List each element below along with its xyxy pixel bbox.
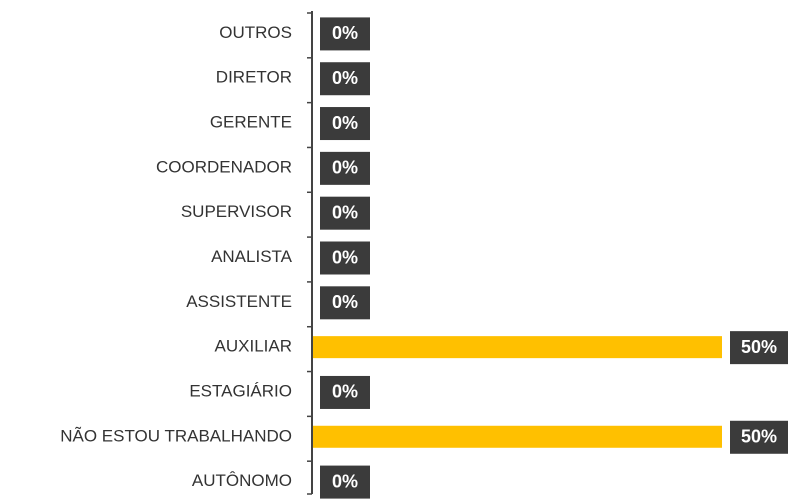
value-label: 50% xyxy=(741,337,777,357)
category-label: NÃO ESTOU TRABALHANDO xyxy=(60,426,292,445)
value-label: 0% xyxy=(332,247,358,267)
value-label-box xyxy=(320,17,370,51)
value-label-box xyxy=(320,286,370,320)
value-label: 0% xyxy=(332,202,358,222)
category-label: ASSISTENTE xyxy=(186,292,292,311)
category-label: COORDENADOR xyxy=(156,157,292,176)
category-label: AUXILIAR xyxy=(215,337,292,356)
bar xyxy=(313,425,722,448)
category-label: GERENTE xyxy=(210,113,292,132)
category-label: ANALISTA xyxy=(211,247,293,266)
value-label: 0% xyxy=(332,292,358,312)
value-label: 0% xyxy=(332,68,358,88)
value-label-box xyxy=(320,196,370,230)
category-label: DIRETOR xyxy=(216,68,292,87)
category-label: OUTROS xyxy=(219,23,292,42)
value-label: 50% xyxy=(741,427,777,447)
category-label: ESTAGIÁRIO xyxy=(189,381,292,400)
value-label-box xyxy=(320,465,370,499)
value-label-box xyxy=(320,241,370,275)
value-label: 0% xyxy=(332,113,358,133)
value-label: 0% xyxy=(332,471,358,491)
value-label-box xyxy=(730,420,788,454)
category-label: AUTÔNOMO xyxy=(192,471,292,490)
value-label: 0% xyxy=(332,23,358,43)
category-label: SUPERVISOR xyxy=(181,202,292,221)
value-label-box xyxy=(730,331,788,365)
value-label-box xyxy=(320,62,370,96)
value-label-box xyxy=(320,151,370,185)
value-label: 0% xyxy=(332,382,358,402)
value-label: 0% xyxy=(332,158,358,178)
value-label-box xyxy=(320,107,370,141)
bar xyxy=(313,336,722,359)
value-label-box xyxy=(320,375,370,409)
